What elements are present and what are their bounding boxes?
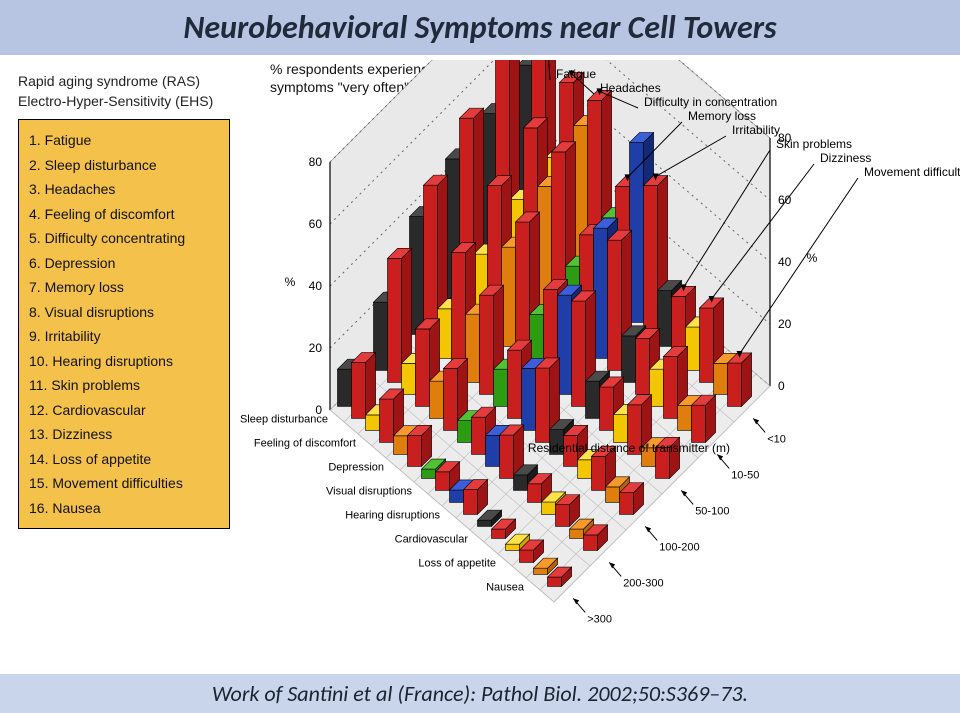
svg-text:60: 60 [778,193,792,207]
svg-text:200-300: 200-300 [623,577,663,589]
left-header: Rapid aging syndrome (RAS) Electro-Hyper… [18,72,230,111]
svg-text:Feeling of discomfort: Feeling of discomfort [254,437,356,449]
svg-text:Movement difficulties: Movement difficulties [864,165,960,179]
svg-text:Loss of appetite: Loss of appetite [418,557,496,569]
svg-text:10-50: 10-50 [731,469,759,481]
chart-area: % respondents experiencing symptoms "ver… [240,60,960,669]
svg-text:Dizziness: Dizziness [820,151,871,165]
svg-text:Difficulty in concentration: Difficulty in concentration [644,95,777,109]
svg-text:0: 0 [778,379,785,393]
symptom-item: 5. Difficulty concentrating [29,226,219,251]
left-header-line1: Rapid aging syndrome (RAS) [18,72,230,92]
svg-text:Residential distance of transm: Residential distance of transmitter (m) [528,441,730,455]
svg-text:80: 80 [309,155,323,169]
symptom-item: 1. Fatigue [29,128,219,153]
svg-text:Visual disruptions: Visual disruptions [326,485,413,497]
svg-text:Hearing disruptions: Hearing disruptions [345,509,440,521]
bar3d-chart: 002020404060608080%%Sleep disturbanceFee… [240,60,960,670]
svg-text:Fatigue: Fatigue [556,67,596,81]
symptom-item: 10. Hearing disruptions [29,349,219,374]
symptom-item: 15. Movement difficulties [29,471,219,496]
svg-text:50-100: 50-100 [695,505,729,517]
symptom-item: 13. Dizziness [29,422,219,447]
svg-text:40: 40 [309,279,323,293]
svg-text:20: 20 [309,341,323,355]
svg-text:Headaches: Headaches [600,81,661,95]
svg-text:Sleep disturbance: Sleep disturbance [240,413,328,425]
svg-text:%: % [285,275,296,289]
symptom-item: 11. Skin problems [29,373,219,398]
svg-text:Memory loss: Memory loss [688,109,756,123]
citation-text: Work of Santini et al (France): Pathol B… [212,680,748,707]
svg-text:20: 20 [778,317,792,331]
left-header-line2: Electro-Hyper-Sensitivity (EHS) [18,92,230,112]
symptom-item: 3. Headaches [29,177,219,202]
svg-text:Depression: Depression [328,461,384,473]
left-panel: Rapid aging syndrome (RAS) Electro-Hyper… [0,60,240,669]
svg-text:Cardiovascular: Cardiovascular [395,533,469,545]
svg-text:<10: <10 [767,433,786,445]
footer-bar: Work of Santini et al (France): Pathol B… [0,674,960,713]
svg-text:Nausea: Nausea [486,581,525,593]
symptom-item: 9. Irritability [29,324,219,349]
symptom-item: 7. Memory loss [29,275,219,300]
title-bar: Neurobehavioral Symptoms near Cell Tower… [0,0,960,55]
symptom-list: 1. Fatigue2. Sleep disturbance3. Headach… [18,119,230,529]
symptom-item: 14. Loss of appetite [29,447,219,472]
svg-text:Skin problems: Skin problems [776,137,852,151]
symptom-item: 2. Sleep disturbance [29,153,219,178]
symptom-item: 6. Depression [29,251,219,276]
symptom-item: 12. Cardiovascular [29,398,219,423]
content-area: Rapid aging syndrome (RAS) Electro-Hyper… [0,60,960,669]
page-title: Neurobehavioral Symptoms near Cell Tower… [183,8,776,47]
symptom-item: 8. Visual disruptions [29,300,219,325]
symptom-item: 4. Feeling of discomfort [29,202,219,227]
symptom-item: 16. Nausea [29,496,219,521]
svg-text:100-200: 100-200 [659,541,699,553]
svg-text:>300: >300 [587,613,612,625]
svg-text:%: % [807,251,818,265]
svg-text:60: 60 [309,217,323,231]
svg-text:40: 40 [778,255,792,269]
svg-text:Irritability: Irritability [732,123,780,137]
